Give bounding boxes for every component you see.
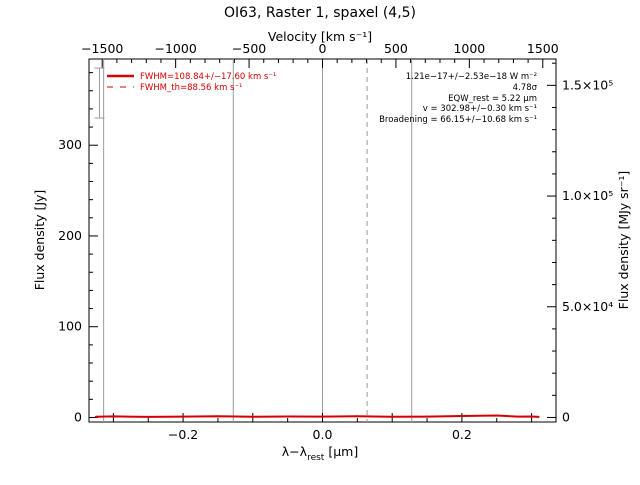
x-axis-label: λ−λrest [μm]	[282, 444, 358, 463]
series-point-0-7	[321, 415, 324, 418]
series-point-0-9	[391, 415, 394, 418]
x-tick-label-2: 0.2	[452, 427, 472, 442]
annotation-flux: 1.21e−17+/−2.53e−18 W m⁻²	[406, 72, 537, 82]
annotation-broadening: Broadening = 66.15+/−10.68 km s⁻¹	[379, 115, 537, 125]
right-axis-label: Flux density [MJy sr⁻¹]	[616, 171, 631, 310]
y-tick-label-2: 200	[58, 228, 82, 243]
right-tick-label-1: 5.0×10⁴	[562, 299, 613, 314]
x-tick-label-1: 0.0	[313, 427, 333, 442]
x-axis-label-prefix: λ−λ	[282, 444, 308, 459]
legend: FWHM=108.84+/−17.60 km s⁻¹ FWHM_th=88.56…	[107, 72, 276, 93]
series-group	[94, 414, 540, 418]
series-point-0-6	[286, 415, 289, 418]
series-point-0-8	[356, 415, 359, 418]
series-point-0-4	[216, 415, 219, 418]
axis-ticks: −0.2 0.0 0.2−1500 −1000 −500 0 500 1000 15000100…	[58, 41, 613, 442]
series-point-0-3	[182, 415, 185, 418]
series-point-0-13	[516, 415, 519, 418]
vertical-marker-lines	[103, 59, 413, 422]
series-point-0-1	[112, 415, 115, 418]
series-point-0-12	[495, 414, 498, 417]
right-tick-label-2: 1.0×10⁵	[562, 188, 613, 203]
series-point-0-15	[537, 415, 540, 418]
x-tick-label-0: −0.2	[168, 427, 198, 442]
top-axis-label: Velocity [km s⁻¹]	[268, 29, 372, 44]
top-tick-label-1: −1000	[154, 41, 196, 56]
annotation-sigma: 4.78σ	[513, 83, 538, 93]
top-tick-label-3: 0	[319, 41, 327, 56]
y-tick-label-0: 0	[74, 409, 82, 424]
series-point-0-14	[530, 415, 533, 418]
top-tick-label-2: −500	[232, 41, 266, 56]
legend-label-fwhm: FWHM=108.84+/−17.60 km s⁻¹	[140, 72, 276, 82]
y-tick-label-1: 100	[58, 319, 82, 334]
annotation-eqw: EQW_rest = 5.22 μm	[448, 94, 537, 104]
series-point-0-0	[94, 415, 97, 418]
series-point-0-2	[147, 415, 150, 418]
legend-label-fwhm-th: FWHM_th=88.56 km s⁻¹	[140, 83, 242, 93]
right-tick-label-0: 0	[562, 409, 570, 424]
y-axis-label: Flux density [Jy]	[32, 190, 47, 291]
top-tick-label-0: −1500	[81, 41, 123, 56]
annotation-velocity: v = 302.98+/−0.30 km s⁻¹	[423, 104, 537, 114]
right-tick-label-3: 1.5×10⁵	[562, 77, 613, 92]
y-tick-label-3: 300	[58, 137, 82, 152]
series-point-0-10	[426, 415, 429, 418]
top-tick-label-6: 1500	[527, 41, 559, 56]
error-bar	[94, 67, 105, 119]
fit-annotations: 1.21e−17+/−2.53e−18 W m⁻² 4.78σ EQW_rest…	[379, 72, 538, 125]
series-line-0	[95, 414, 539, 418]
x-axis-label-sub: rest	[307, 453, 325, 463]
chart-title: OI63, Raster 1, spaxel (4,5)	[224, 5, 416, 21]
x-axis-label-suffix: [μm]	[324, 444, 358, 459]
series-point-0-5	[251, 415, 254, 418]
top-tick-label-4: 500	[384, 41, 408, 56]
top-tick-label-5: 1000	[453, 41, 485, 56]
series-point-0-11	[460, 415, 463, 418]
